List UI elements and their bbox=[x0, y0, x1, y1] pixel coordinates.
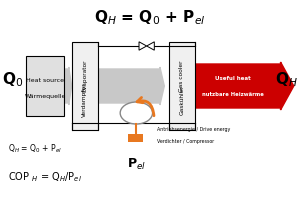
FancyArrow shape bbox=[195, 62, 294, 110]
Text: Evaporator: Evaporator bbox=[82, 60, 87, 92]
Text: Useful heat: Useful heat bbox=[215, 75, 250, 80]
Text: P$_{el}$: P$_{el}$ bbox=[127, 156, 146, 172]
Text: Verdampfer: Verdampfer bbox=[82, 83, 87, 117]
Polygon shape bbox=[139, 42, 147, 50]
Text: Heat source: Heat source bbox=[26, 77, 64, 82]
FancyBboxPatch shape bbox=[128, 134, 143, 142]
Text: Antriebsenergie / Drive energy: Antriebsenergie / Drive energy bbox=[157, 128, 230, 132]
Circle shape bbox=[120, 102, 152, 124]
FancyBboxPatch shape bbox=[169, 42, 195, 130]
Text: Q$_H$ = Q$_0$ + P$_{el}$: Q$_H$ = Q$_0$ + P$_{el}$ bbox=[94, 8, 206, 27]
FancyBboxPatch shape bbox=[26, 56, 64, 116]
Polygon shape bbox=[147, 42, 154, 50]
Text: Q$_H$: Q$_H$ bbox=[275, 71, 298, 89]
FancyArrow shape bbox=[98, 67, 164, 105]
Text: Gas cooler: Gas cooler bbox=[179, 60, 184, 92]
Text: Q$_0$: Q$_0$ bbox=[2, 71, 23, 89]
Text: Gaskühler: Gaskühler bbox=[179, 85, 184, 115]
FancyBboxPatch shape bbox=[72, 42, 98, 130]
Text: COP $_{H}$ = Q$_H$/P$_{el}$: COP $_{H}$ = Q$_H$/P$_{el}$ bbox=[8, 170, 82, 184]
Text: Q$_H$ = Q$_0$ + P$_{el}$: Q$_H$ = Q$_0$ + P$_{el}$ bbox=[8, 143, 62, 155]
FancyArrow shape bbox=[64, 67, 72, 105]
Text: Verdichter / Compressor: Verdichter / Compressor bbox=[157, 140, 214, 144]
Text: Wärmequelle: Wärmequelle bbox=[25, 94, 66, 99]
Text: nutzbare Heizwärme: nutzbare Heizwärme bbox=[202, 92, 264, 97]
